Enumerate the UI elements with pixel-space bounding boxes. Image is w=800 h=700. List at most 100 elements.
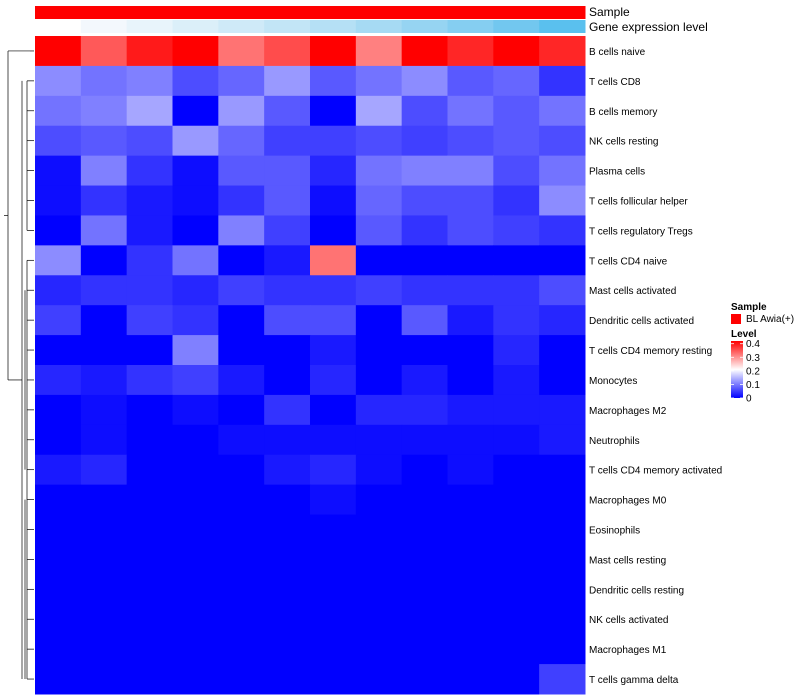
heatmap-cell [35, 125, 82, 157]
heatmap-cell [447, 365, 494, 396]
heatmap-cell [355, 65, 403, 97]
annotation-cell-sample [310, 6, 357, 19]
heatmap-cell [539, 365, 586, 396]
heatmap-cell [80, 634, 128, 665]
heatmap-cell [493, 185, 540, 216]
heatmap-cell [172, 305, 219, 336]
heatmap-cell [401, 245, 448, 276]
row-label: Macrophages M1 [589, 645, 667, 656]
annotation-cell-sample [539, 6, 586, 19]
heatmap-cell [310, 36, 357, 67]
heatmap-cell [80, 454, 128, 486]
annotation-cell-sample [264, 6, 311, 19]
heatmap-cell [447, 305, 494, 336]
heatmap-cell [493, 574, 540, 605]
heatmap-cell [355, 305, 403, 336]
heatmap-cell [126, 215, 173, 246]
heatmap-cell [126, 275, 173, 306]
heatmap-cell [264, 484, 311, 516]
heatmap-cell [539, 544, 586, 575]
heatmap-cell [172, 155, 219, 187]
heatmap-cell [401, 275, 448, 306]
heatmap-cell [80, 574, 128, 605]
heatmap-cell [264, 155, 311, 187]
heatmap-cell [539, 484, 586, 516]
row-label: NK cells activated [589, 615, 668, 626]
annotation-cell-expression [218, 20, 265, 33]
heatmap-cell [172, 424, 219, 456]
annotation-cell-sample [355, 6, 403, 19]
heatmap-cell [447, 36, 494, 67]
heatmap-cell [355, 245, 403, 276]
row-label: T cells CD4 memory resting [589, 346, 712, 357]
heatmap-cell [126, 634, 173, 665]
heatmap-cell [264, 65, 311, 97]
heatmap-cell [310, 424, 357, 456]
heatmap-cell [310, 215, 357, 246]
heatmap-cell [218, 424, 265, 456]
annotation-cell-expression [401, 20, 448, 33]
heatmap-cell [80, 95, 128, 127]
heatmap-cell [172, 544, 219, 575]
heatmap-cell [80, 125, 128, 157]
heatmap-cell [355, 155, 403, 187]
legend-sample-title: Sample [731, 302, 767, 313]
annotation-cell-expression [264, 20, 311, 33]
heatmap-cell [172, 604, 219, 635]
row-label: T cells CD4 naive [589, 256, 668, 267]
annotation-cell-sample [447, 6, 494, 19]
heatmap-cell [80, 394, 128, 426]
row-label: NK cells resting [589, 137, 658, 148]
heatmap-cell [264, 365, 311, 396]
legend-tick-label: 0.3 [746, 353, 760, 364]
heatmap-cell [447, 65, 494, 97]
heatmap-cell [447, 125, 494, 157]
heatmap-cell [401, 365, 448, 396]
heatmap-cell [264, 185, 311, 216]
heatmap-cell [126, 36, 173, 67]
heatmap-cell [264, 275, 311, 306]
heatmap-cell [447, 604, 494, 635]
heatmap-cell [264, 36, 311, 67]
heatmap-cell [126, 424, 173, 456]
heatmap-cell [264, 604, 311, 635]
row-label: Macrophages M0 [589, 496, 667, 507]
annotation-cell-expression [539, 20, 586, 33]
heatmap-cell [172, 185, 219, 216]
heatmap-cell [218, 574, 265, 605]
heatmap-cell [218, 95, 265, 127]
heatmap-cell [310, 65, 357, 97]
heatmap-cell [218, 245, 265, 276]
heatmap-cell [310, 544, 357, 575]
heatmap-cell [80, 335, 128, 366]
heatmap-cell [447, 215, 494, 246]
row-label: Dendritic cells activated [589, 316, 694, 327]
heatmap-cell [539, 574, 586, 605]
legend-level-title: Level [731, 329, 757, 340]
heatmap-cell [355, 634, 403, 665]
heatmap-cell [264, 335, 311, 366]
heatmap-cell [264, 424, 311, 456]
heatmap-cell [218, 155, 265, 187]
annotation-cell-sample [493, 6, 540, 19]
heatmap-cell [35, 604, 82, 635]
heatmap-cell [172, 215, 219, 246]
annotation-cell-expression [310, 20, 357, 33]
heatmap-cell [218, 185, 265, 216]
heatmap-cell [172, 394, 219, 426]
heatmap-cell [35, 454, 82, 486]
heatmap-cell [218, 394, 265, 426]
heatmap-cell [264, 574, 311, 605]
heatmap-cell [35, 95, 82, 127]
heatmap-cell [310, 275, 357, 306]
heatmap-cell [264, 664, 311, 695]
heatmap-cell [539, 424, 586, 456]
heatmap-cell [493, 245, 540, 276]
heatmap-cell [264, 514, 311, 545]
heatmap-cell [80, 484, 128, 516]
heatmap-cell [264, 215, 311, 246]
heatmap-cell [172, 574, 219, 605]
heatmap-cell [493, 335, 540, 366]
heatmap-cell [126, 664, 173, 695]
row-label: T cells regulatory Tregs [589, 226, 693, 237]
